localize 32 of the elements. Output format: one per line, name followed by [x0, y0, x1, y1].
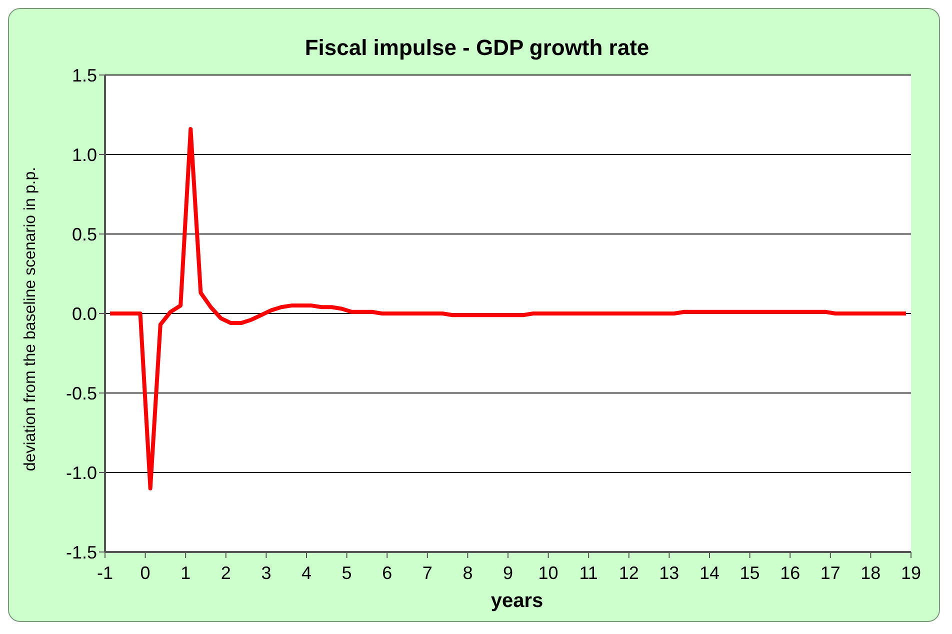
- x-tick-label: 0: [140, 562, 150, 583]
- x-tick-label: 16: [780, 562, 800, 583]
- x-tick-label: 12: [618, 562, 639, 583]
- chart-title: Fiscal impulse - GDP growth rate: [304, 35, 650, 61]
- x-tick-label: 18: [860, 562, 881, 583]
- x-tick-label: -1: [96, 562, 114, 583]
- x-tick-label: 5: [342, 562, 352, 583]
- y-tick-label: 1.5: [72, 65, 97, 86]
- x-tick-label: 9: [502, 562, 514, 583]
- x-tick-label: 10: [538, 562, 558, 583]
- y-tick-label: 0.0: [72, 304, 97, 324]
- x-tick-label: 3: [261, 562, 272, 583]
- y-axis-title: deviation from the baseline scenario in p.p.: [22, 166, 40, 472]
- x-tick-label: 6: [382, 562, 392, 583]
- y-tick-label: -1.0: [66, 462, 97, 483]
- x-tick-label: 2: [220, 562, 231, 583]
- y-tick-label: 0.5: [72, 224, 97, 244]
- x-tick-label: 11: [579, 562, 598, 583]
- x-tick-label: 19: [900, 562, 922, 583]
- x-axis-title: years: [490, 590, 544, 612]
- x-tick-label: 7: [422, 562, 432, 583]
- x-tick-label: 8: [462, 562, 473, 583]
- y-tick-label: -1.5: [66, 542, 97, 562]
- x-tick-label: 14: [699, 562, 720, 583]
- x-tick-label: 1: [180, 562, 191, 583]
- line-series: [108, 127, 908, 490]
- x-tick-label: 17: [820, 562, 840, 583]
- y-tick-label: -0.5: [66, 383, 97, 404]
- x-tick-label: 13: [659, 562, 680, 583]
- y-tick-label: 1.0: [72, 144, 97, 165]
- x-tick-label: 15: [740, 562, 760, 583]
- x-tick-label: 4: [301, 562, 312, 583]
